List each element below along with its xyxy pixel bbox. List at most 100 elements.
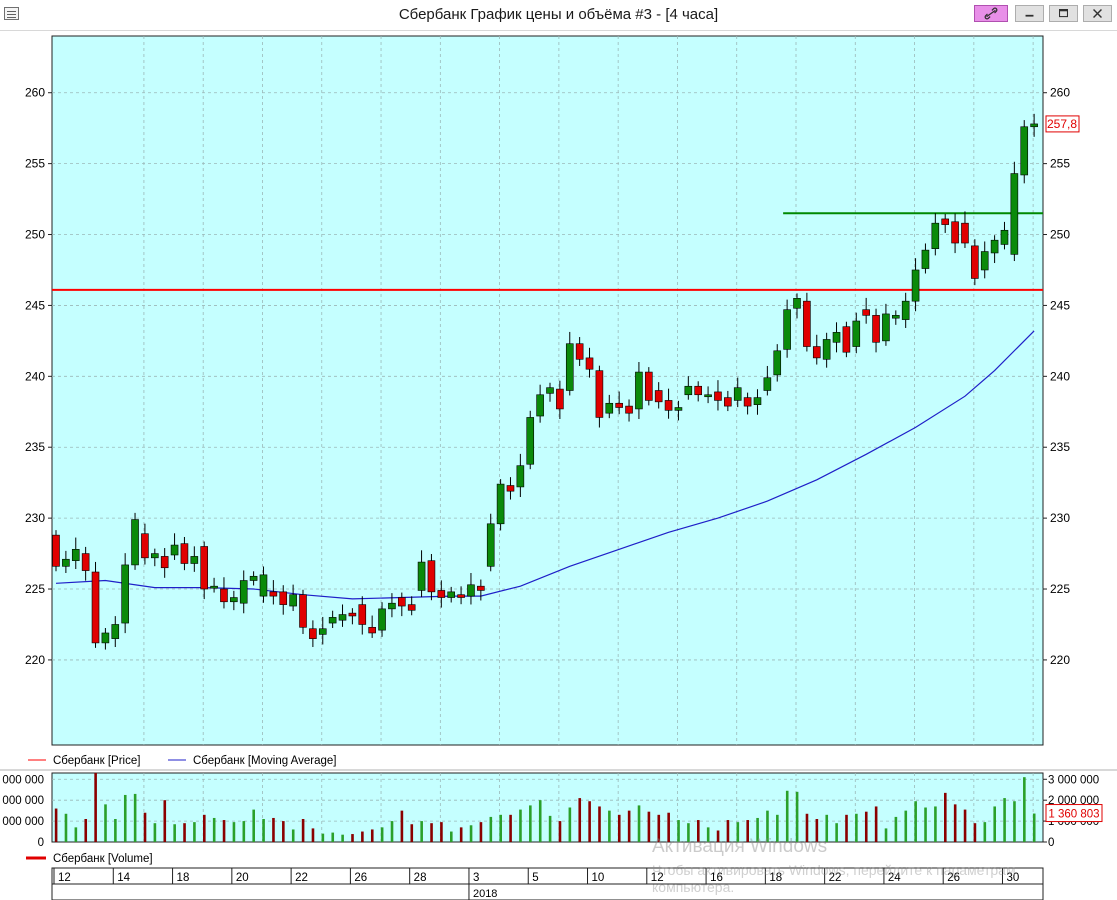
candle-body[interactable] xyxy=(891,315,900,319)
volume-bar[interactable] xyxy=(163,800,167,842)
candle-body[interactable] xyxy=(951,221,959,244)
candle-body[interactable] xyxy=(565,343,574,391)
volume-bar[interactable] xyxy=(825,814,829,842)
volume-bar[interactable] xyxy=(944,792,947,842)
candle-body[interactable] xyxy=(220,588,228,603)
candle-body[interactable] xyxy=(388,602,396,610)
candle-body[interactable] xyxy=(289,594,297,607)
candle-body[interactable] xyxy=(180,543,189,564)
candle-body[interactable] xyxy=(872,315,880,343)
volume-bar[interactable] xyxy=(222,820,226,842)
volume-bar[interactable] xyxy=(934,806,937,842)
volume-bar[interactable] xyxy=(845,814,848,842)
volume-bar[interactable] xyxy=(489,816,493,842)
candle-body[interactable] xyxy=(279,591,288,605)
volume-bar[interactable] xyxy=(361,831,364,842)
candle-body[interactable] xyxy=(506,485,515,492)
candle-body[interactable] xyxy=(714,391,722,401)
candle-body[interactable] xyxy=(743,397,752,407)
volume-bar[interactable] xyxy=(864,811,868,842)
candle-body[interactable] xyxy=(803,300,811,347)
volume-bar[interactable] xyxy=(262,819,265,842)
volume-bar[interactable] xyxy=(153,823,157,842)
volume-bar[interactable] xyxy=(1032,813,1036,842)
volume-bar[interactable] xyxy=(558,821,562,842)
maximize-button[interactable] xyxy=(1049,5,1078,22)
volume-bar[interactable] xyxy=(637,805,641,842)
volume-bar[interactable] xyxy=(301,819,305,842)
candle-body[interactable] xyxy=(378,608,386,631)
candle-body[interactable] xyxy=(585,357,594,370)
candle-body[interactable] xyxy=(170,544,179,556)
candle-body[interactable] xyxy=(733,387,742,401)
candle-body[interactable] xyxy=(684,385,693,396)
volume-bar[interactable] xyxy=(983,822,987,842)
candle-body[interactable] xyxy=(496,483,505,525)
candle-body[interactable] xyxy=(101,632,110,644)
volume-bar[interactable] xyxy=(874,806,878,842)
volume-bar[interactable] xyxy=(785,790,789,842)
volume-bar[interactable] xyxy=(64,813,68,842)
volume-bar[interactable] xyxy=(252,809,255,842)
candle-body[interactable] xyxy=(971,245,979,279)
candle-body[interactable] xyxy=(1000,229,1009,245)
volume-bar[interactable] xyxy=(716,830,720,843)
candle-body[interactable] xyxy=(625,405,633,414)
candle-body[interactable] xyxy=(397,597,406,607)
candle-body[interactable] xyxy=(575,343,584,360)
candle-body[interactable] xyxy=(793,298,801,309)
volume-bar[interactable] xyxy=(736,822,740,842)
candle-body[interactable] xyxy=(52,534,60,567)
volume-bar[interactable] xyxy=(459,827,463,842)
volume-bar[interactable] xyxy=(884,828,888,842)
volume-bar[interactable] xyxy=(400,810,404,842)
candle-body[interactable] xyxy=(595,370,604,418)
volume-bar[interactable] xyxy=(479,822,483,842)
volume-bar[interactable] xyxy=(291,829,295,842)
candle-body[interactable] xyxy=(190,556,199,564)
candle-body[interactable] xyxy=(753,397,762,405)
volume-bar[interactable] xyxy=(440,822,443,842)
volume-bar[interactable] xyxy=(380,827,384,842)
candle-body[interactable] xyxy=(111,624,120,639)
candle-body[interactable] xyxy=(160,556,169,569)
candle-body[interactable] xyxy=(1010,173,1019,255)
candle-body[interactable] xyxy=(911,269,920,302)
candle-body[interactable] xyxy=(299,594,307,628)
candle-body[interactable] xyxy=(121,564,129,624)
candle-body[interactable] xyxy=(941,218,950,225)
volume-bar[interactable] xyxy=(203,814,206,842)
volume-bar[interactable] xyxy=(390,821,394,842)
volume-bar[interactable] xyxy=(1023,777,1026,842)
volume-bar[interactable] xyxy=(84,819,88,842)
volume-bar[interactable] xyxy=(805,813,809,842)
volume-bar[interactable] xyxy=(894,816,898,842)
candle-body[interactable] xyxy=(348,612,357,617)
volume-bar[interactable] xyxy=(232,822,236,842)
volume-bar[interactable] xyxy=(657,814,661,842)
volume-bar[interactable] xyxy=(123,794,127,842)
candle-body[interactable] xyxy=(368,627,376,634)
volume-bar[interactable] xyxy=(143,812,147,842)
candle-body[interactable] xyxy=(931,222,940,249)
candle-body[interactable] xyxy=(556,388,564,410)
volume-bar[interactable] xyxy=(598,806,601,842)
candle-body[interactable] xyxy=(427,560,436,593)
volume-bar[interactable] xyxy=(193,822,196,842)
volume-bar[interactable] xyxy=(993,806,996,842)
volume-bar[interactable] xyxy=(370,829,374,842)
candle-body[interactable] xyxy=(783,309,791,350)
volume-bar[interactable] xyxy=(212,817,216,842)
candle-body[interactable] xyxy=(526,417,535,465)
candle-body[interactable] xyxy=(842,326,851,353)
app-icon[interactable] xyxy=(4,7,19,20)
volume-bar[interactable] xyxy=(341,834,344,842)
volume-bar[interactable] xyxy=(835,823,838,842)
volume-bar[interactable] xyxy=(973,823,977,842)
candle-body[interactable] xyxy=(437,590,446,598)
volume-bar[interactable] xyxy=(242,821,246,842)
candle-body[interactable] xyxy=(536,394,544,417)
volume-bar[interactable] xyxy=(499,814,502,842)
volume-bar[interactable] xyxy=(94,773,97,842)
